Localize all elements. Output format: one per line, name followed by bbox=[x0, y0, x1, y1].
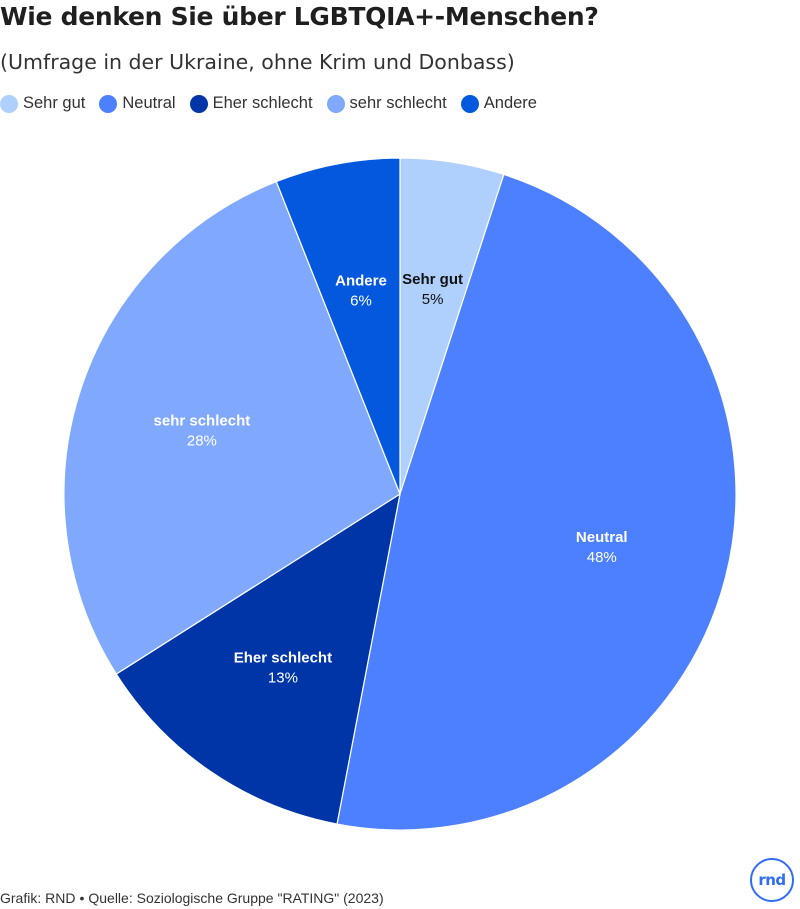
legend-swatch bbox=[460, 94, 479, 113]
legend-label: Andere bbox=[483, 94, 537, 112]
legend-label: Sehr gut bbox=[23, 94, 86, 112]
slice-label-value: 6% bbox=[350, 292, 372, 309]
legend-swatch bbox=[326, 94, 345, 113]
pie-slices bbox=[63, 157, 737, 831]
slice-label-name: Eher schlecht bbox=[234, 649, 332, 666]
footer-credit: Grafik: RND bbox=[0, 890, 76, 906]
slice-label-sehr-schlecht: sehr schlecht 28% bbox=[154, 413, 251, 450]
rnd-logo: rnd bbox=[750, 858, 794, 902]
legend-item-andere[interactable]: Andere bbox=[460, 94, 537, 113]
legend-item-eher-schlecht[interactable]: Eher schlecht bbox=[189, 94, 313, 113]
slice-label-name: sehr schlecht bbox=[154, 413, 251, 430]
slice-label-value: 28% bbox=[187, 433, 217, 450]
slice-label-neutral: Neutral 48% bbox=[576, 529, 628, 566]
slice-label-value: 13% bbox=[268, 669, 298, 686]
pie-labels: Sehr gut 5% Neutral 48% Eher schlecht 13% sehr… bbox=[154, 271, 628, 686]
legend-swatch bbox=[0, 94, 18, 113]
footer-source: Quelle: Soziologische Gruppe "RATING" (2… bbox=[88, 890, 384, 906]
pie-slice-sehr-schlecht[interactable] bbox=[63, 180, 401, 675]
legend-label: sehr schlecht bbox=[349, 94, 447, 112]
legend-item-sehr-gut[interactable]: Sehr gut bbox=[0, 94, 85, 113]
legend-item-neutral[interactable]: Neutral bbox=[99, 94, 176, 113]
legend: Sehr gut Neutral Eher schlecht sehr schl… bbox=[0, 94, 551, 113]
chart-title: Wie denken Sie über LGBTQIA+-Menschen? bbox=[0, 2, 599, 31]
pie-slice-eher-schlecht[interactable] bbox=[115, 493, 401, 825]
pie-slice-andere[interactable] bbox=[275, 157, 401, 495]
legend-label: Neutral bbox=[122, 94, 176, 112]
slice-label-value: 48% bbox=[587, 549, 617, 566]
legend-swatch bbox=[189, 94, 208, 113]
slice-label-sehr-gut: Sehr gut 5% bbox=[402, 271, 463, 308]
slice-label-name: Neutral bbox=[576, 529, 628, 546]
legend-item-sehr-schlecht[interactable]: sehr schlecht bbox=[326, 94, 447, 113]
legend-label: Eher schlecht bbox=[212, 94, 313, 112]
slice-label-name: Andere bbox=[335, 272, 387, 289]
footer: Grafik: RND • Quelle: Soziologische Gruppe… bbox=[0, 890, 384, 906]
slice-label-eher-schlecht: Eher schlecht 13% bbox=[234, 649, 332, 686]
slice-label-value: 5% bbox=[422, 291, 444, 308]
slice-label-andere: Andere 6% bbox=[335, 272, 387, 309]
slice-label-name: Sehr gut bbox=[402, 271, 463, 288]
chart-subtitle: (Umfrage in der Ukraine, ohne Krim und D… bbox=[0, 50, 515, 74]
pie-slice-neutral[interactable] bbox=[336, 173, 737, 831]
footer-separator: • bbox=[79, 890, 85, 906]
legend-swatch bbox=[99, 94, 118, 113]
